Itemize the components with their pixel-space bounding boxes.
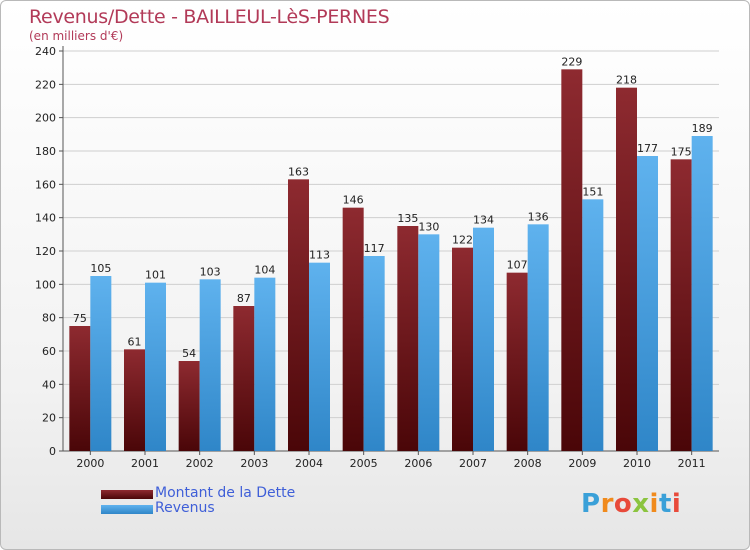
- bar-revenus-2011: [691, 136, 713, 451]
- x-tick-label-2006: 2006: [404, 457, 432, 470]
- data-label-revenus-2005: 117: [364, 242, 385, 255]
- data-label-dette-2006: 135: [397, 212, 418, 225]
- y-tick-label: 40: [42, 378, 56, 391]
- logo-letter: o: [613, 489, 633, 519]
- data-label-dette-2000: 75: [73, 312, 87, 325]
- bar-revenus-2008: [527, 224, 549, 451]
- data-label-revenus-2008: 136: [528, 210, 549, 223]
- bar-dette-2011: [670, 159, 692, 452]
- bar-revenus-2000: [90, 276, 112, 451]
- bar-dette-2005: [342, 207, 364, 451]
- y-tick-label: 160: [35, 178, 56, 191]
- legend-swatch-dette: [101, 490, 153, 499]
- legend-label-revenus: Revenus: [155, 500, 215, 516]
- proxiti-logo: Proxiti: [581, 489, 681, 519]
- x-tick-label-2001: 2001: [131, 457, 159, 470]
- x-tick-label-2010: 2010: [623, 457, 651, 470]
- bar-dette-2004: [288, 179, 309, 452]
- y-tick-label: 200: [35, 112, 56, 125]
- y-tick-label: 100: [35, 278, 56, 291]
- bar-revenus-2009: [582, 199, 604, 451]
- data-label-revenus-2010: 177: [637, 142, 658, 155]
- bar-revenus-2005: [363, 256, 385, 451]
- bar-revenus-2006: [418, 234, 440, 451]
- data-label-dette-2008: 107: [507, 259, 528, 272]
- legend-label-dette: Montant de la Dette: [155, 485, 296, 501]
- bar-dette-2007: [452, 247, 473, 451]
- x-tick-label-2000: 2000: [76, 457, 104, 470]
- data-label-dette-2007: 122: [452, 234, 473, 247]
- bar-dette-2010: [616, 87, 637, 452]
- data-label-revenus-2002: 103: [200, 265, 221, 278]
- y-tick-label: 180: [35, 145, 56, 158]
- bar-dette-2008: [506, 272, 528, 451]
- legend-swatch-revenus: [101, 505, 153, 514]
- data-label-dette-2005: 146: [343, 194, 364, 207]
- data-label-dette-2009: 229: [561, 55, 582, 68]
- x-tick-label-2003: 2003: [240, 457, 268, 470]
- y-tick-label: 20: [42, 412, 56, 425]
- data-label-dette-2004: 163: [288, 165, 309, 178]
- bar-dette-2001: [124, 349, 145, 451]
- bar-dette-2000: [69, 326, 91, 451]
- y-tick-label: 120: [35, 245, 56, 258]
- data-label-revenus-2003: 104: [254, 264, 275, 277]
- y-tick-label: 140: [35, 212, 56, 225]
- bar-revenus-2003: [254, 277, 276, 451]
- bar-revenus-2001: [145, 282, 166, 451]
- logo-letter: i: [649, 489, 659, 519]
- chart-subtitle: (en milliers d'€): [29, 29, 124, 43]
- data-label-revenus-2006: 130: [418, 220, 439, 233]
- logo-letter: t: [658, 489, 672, 519]
- bar-revenus-2007: [473, 227, 494, 451]
- chart-title: Revenus/Dette - BAILLEUL-LèS-PERNES: [29, 6, 390, 28]
- bar-revenus-2010: [637, 156, 658, 451]
- bar-dette-2009: [561, 69, 583, 451]
- logo-letter: r: [600, 489, 614, 519]
- y-tick-label: 60: [42, 345, 56, 358]
- data-label-revenus-2007: 134: [473, 214, 494, 227]
- x-tick-label-2005: 2005: [350, 457, 378, 470]
- x-tick-label-2011: 2011: [678, 457, 706, 470]
- x-tick-label-2009: 2009: [568, 457, 596, 470]
- bar-dette-2003: [233, 306, 255, 451]
- x-tick-label-2002: 2002: [186, 457, 214, 470]
- x-tick-label-2008: 2008: [514, 457, 542, 470]
- x-tick-label-2007: 2007: [459, 457, 487, 470]
- data-label-dette-2010: 218: [616, 74, 637, 87]
- bar-revenus-2002: [199, 279, 221, 451]
- bar-revenus-2004: [309, 262, 330, 451]
- y-tick-label: 220: [35, 78, 56, 91]
- data-label-dette-2002: 54: [182, 347, 196, 360]
- bar-dette-2002: [178, 361, 200, 451]
- y-tick-label: 80: [42, 312, 56, 325]
- logo-letter: i: [671, 489, 682, 519]
- data-label-revenus-2000: 105: [90, 262, 111, 275]
- bar-dette-2006: [397, 226, 419, 451]
- y-tick-label: 240: [35, 45, 56, 58]
- y-tick-label: 0: [49, 445, 56, 458]
- data-label-revenus-2009: 151: [582, 185, 603, 198]
- data-label-revenus-2011: 189: [692, 122, 713, 135]
- data-label-revenus-2001: 101: [145, 269, 166, 282]
- x-tick-label-2004: 2004: [295, 457, 323, 470]
- data-label-dette-2003: 87: [237, 292, 251, 305]
- logo-letter: P: [581, 489, 601, 519]
- data-label-dette-2001: 61: [128, 335, 142, 348]
- data-label-dette-2011: 175: [671, 145, 692, 158]
- data-label-revenus-2004: 113: [309, 249, 330, 262]
- logo-letter: x: [632, 489, 650, 519]
